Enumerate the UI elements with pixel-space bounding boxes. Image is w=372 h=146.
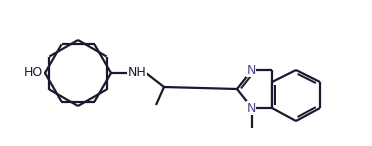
Text: N: N [246,101,256,114]
Text: N: N [246,64,256,77]
Text: HO: HO [24,66,43,80]
Text: NH: NH [128,66,146,80]
